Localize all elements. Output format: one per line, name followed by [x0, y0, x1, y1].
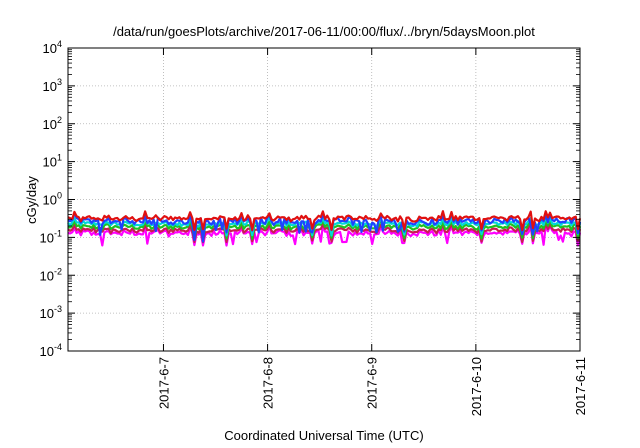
y-tick-label: 103: [43, 77, 62, 94]
y-tick-label: 101: [43, 153, 62, 170]
series-line: [67, 210, 582, 232]
y-tick-exponent: 4: [57, 39, 62, 49]
y-tick-exponent: -2: [54, 266, 62, 276]
y-tick-label: 102: [43, 115, 62, 132]
y-axis-label: cGy/day: [24, 176, 39, 224]
y-tick-label: 10-2: [40, 266, 62, 283]
y-tick-exponent: 2: [57, 115, 62, 125]
x-tick-label: 2017-6-8: [261, 357, 276, 409]
x-tick-label: 2017-6-10: [469, 357, 484, 416]
series-line: [67, 216, 582, 237]
series-layer: [67, 210, 582, 247]
y-tick-label: 10-3: [40, 304, 62, 321]
y-tick-label: 104: [43, 39, 62, 56]
x-tick-labels: 2017-6-7 2017-6-8 2017-6-9 2017-6-10 2017-6-…: [156, 357, 588, 416]
y-tick-label: 10-4: [40, 342, 62, 359]
y-tick-exponent: 0: [57, 191, 62, 201]
y-tick-exponent: -4: [54, 342, 62, 352]
x-axis-label: Coordinated Universal Time (UTC): [224, 428, 423, 443]
y-tick-exponent: -1: [54, 228, 62, 238]
y-tick-exponent: -3: [54, 304, 62, 314]
x-tick-label: 2017-6-9: [365, 357, 380, 409]
y-tick-exponent: 1: [57, 153, 62, 163]
y-tick-exponent: 3: [57, 77, 62, 87]
chart-title: /data/run/goesPlots/archive/2017-06-11/0…: [113, 24, 535, 39]
series-line: [67, 219, 582, 240]
x-tick-label: 2017-6-11: [573, 357, 588, 415]
y-tick-label: 100: [43, 191, 62, 208]
x-tick-label: 2017-6-7: [156, 357, 171, 409]
plot-frame: [67, 47, 581, 352]
y-tick-label: 10-1: [40, 228, 62, 245]
grid: [68, 48, 580, 351]
